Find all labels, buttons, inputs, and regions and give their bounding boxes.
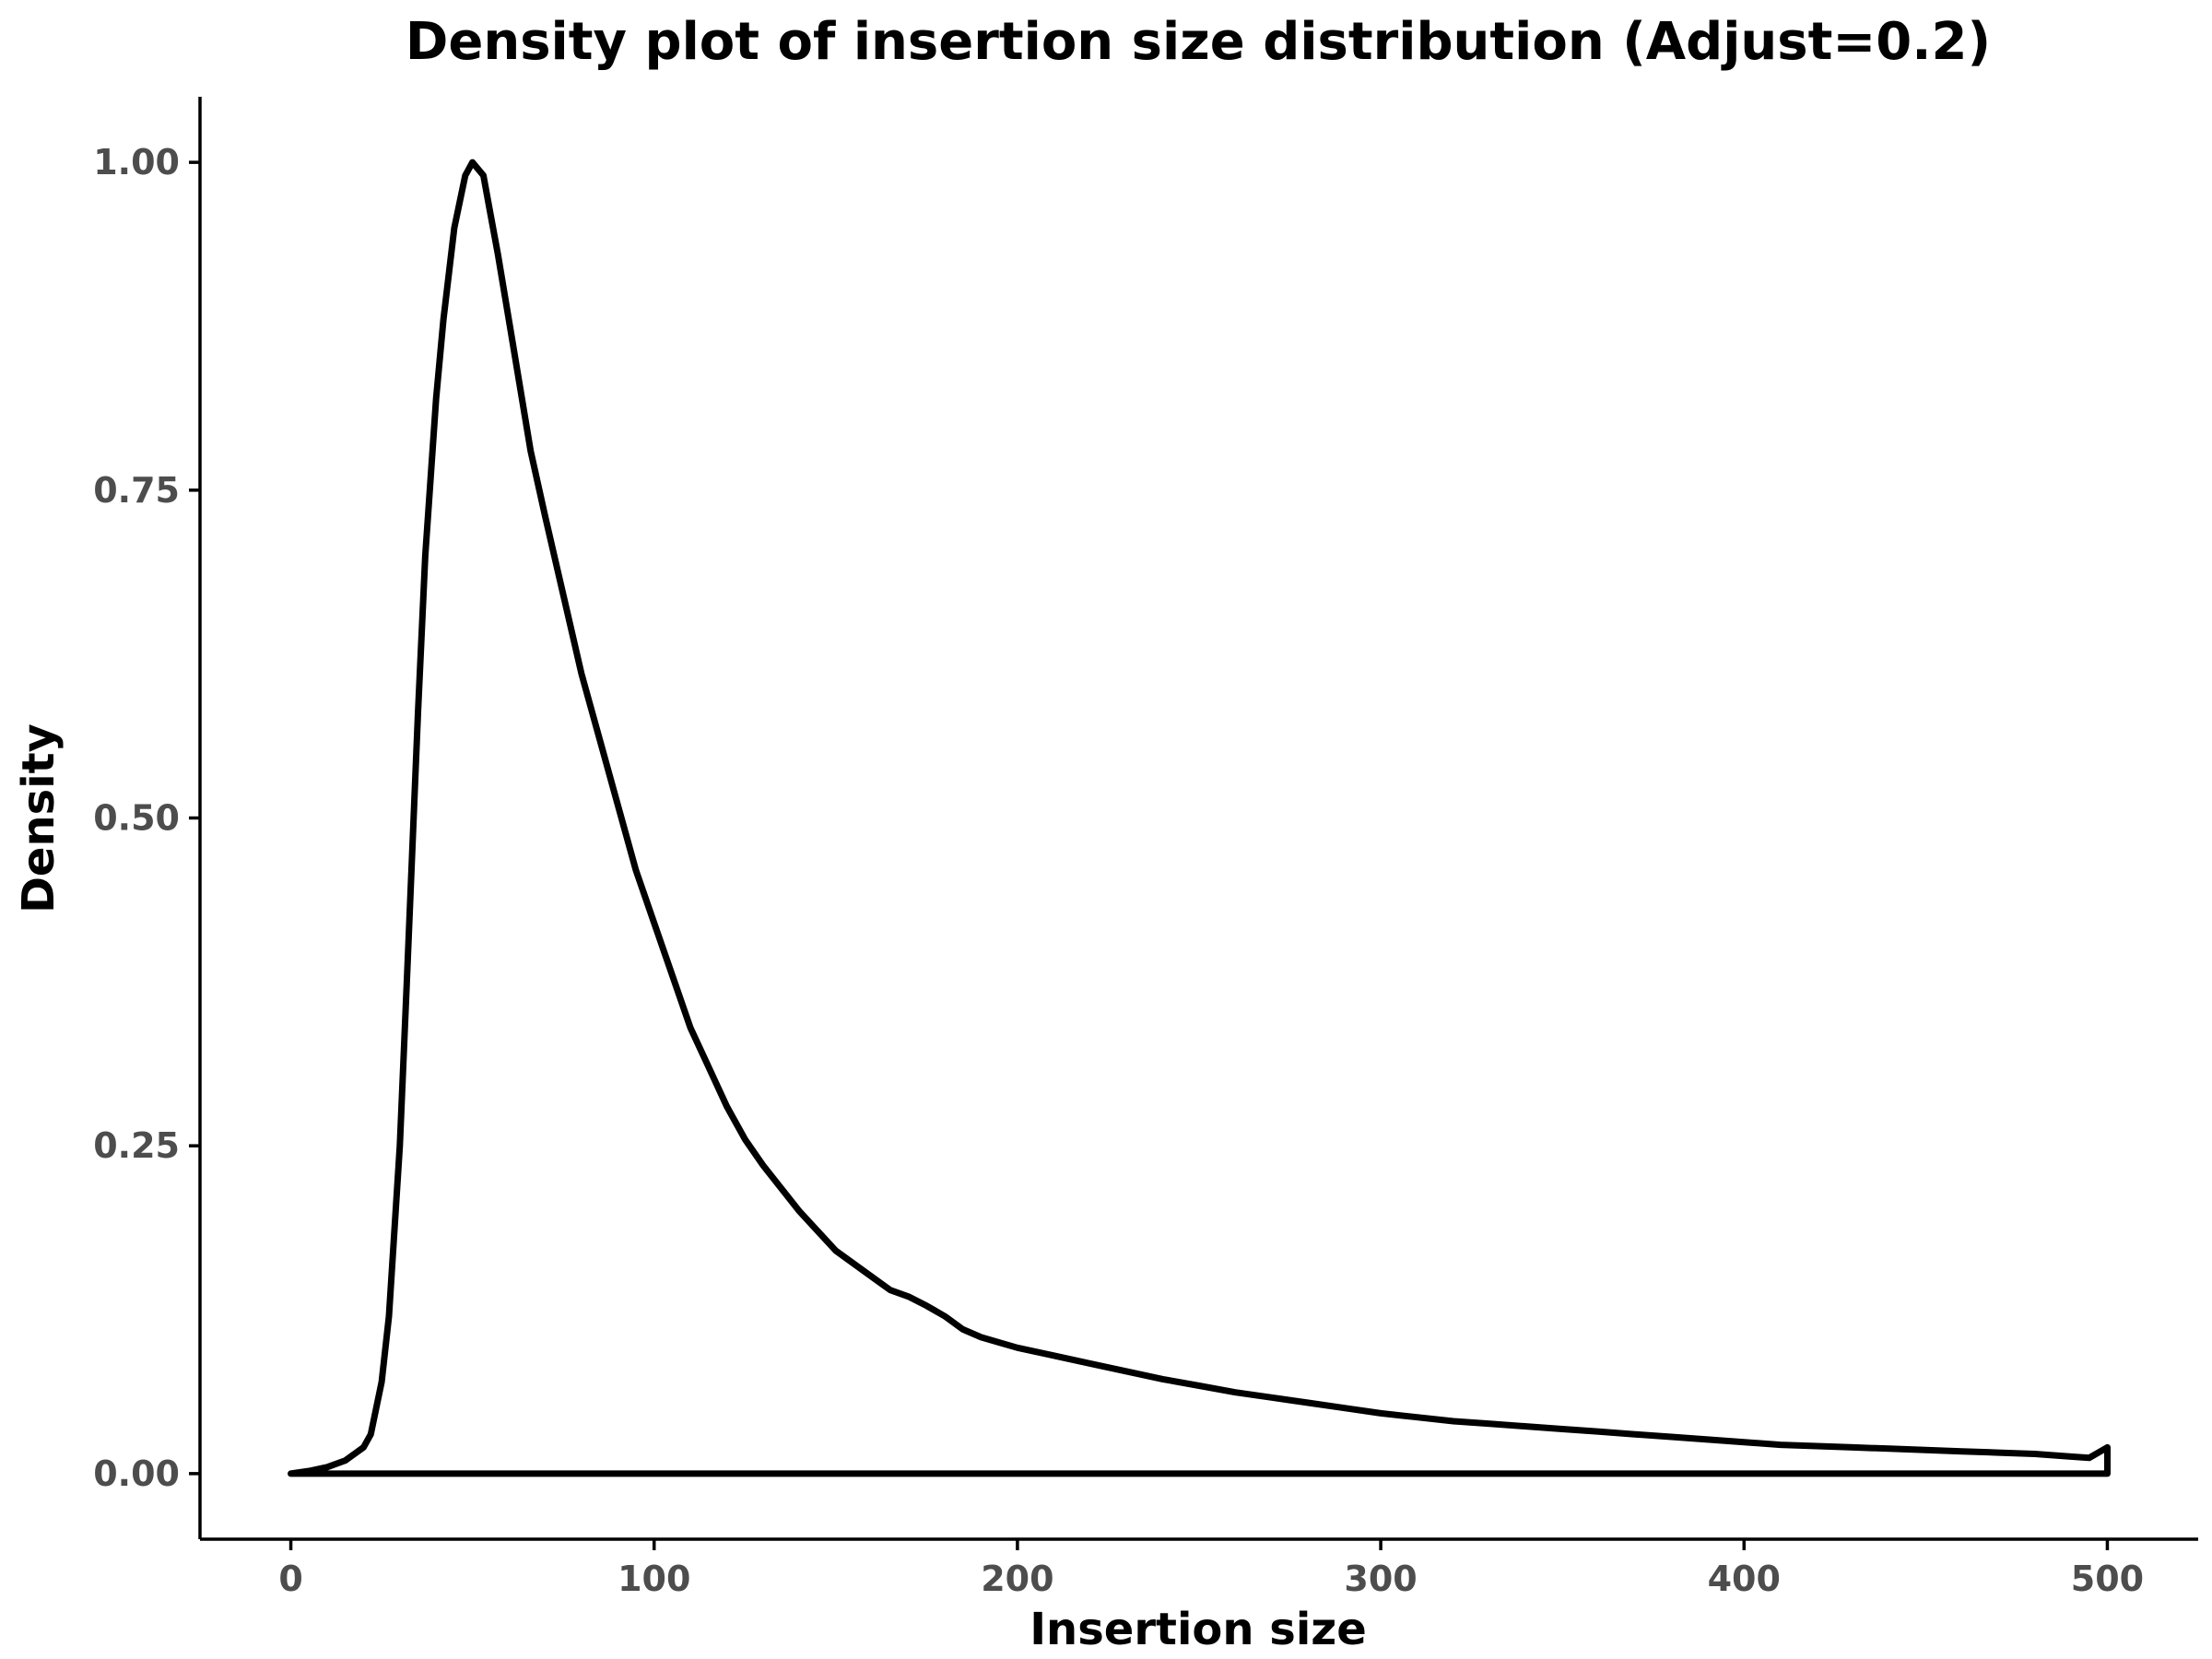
y-tick-label: 0.75 — [93, 470, 180, 511]
y-axis-ticks: 0.00 0.25 0.50 0.75 1.00 — [93, 142, 200, 1494]
x-axis-title: Insertion size — [1030, 1604, 1367, 1655]
x-tick-label: 200 — [981, 1559, 1053, 1599]
plot-area — [288, 159, 2111, 1477]
y-axis-title: Density — [13, 724, 65, 913]
x-tick-label: 400 — [1708, 1559, 1781, 1599]
x-tick-label: 0 — [278, 1559, 302, 1599]
chart-title: Density plot of insertion size distribut… — [406, 12, 1991, 72]
y-tick-label: 0.25 — [93, 1125, 180, 1166]
x-tick-label: 500 — [2071, 1559, 2144, 1599]
x-tick-label: 100 — [618, 1559, 690, 1599]
y-tick-label: 1.00 — [93, 142, 180, 182]
x-axis-ticks: 0 100 200 300 400 500 — [278, 1539, 2144, 1599]
y-tick-label: 0.00 — [93, 1453, 180, 1494]
density-curve — [288, 159, 2111, 1477]
axes — [198, 97, 2198, 1541]
y-tick-label: 0.50 — [93, 798, 180, 839]
x-tick-label: 300 — [1344, 1559, 1417, 1599]
